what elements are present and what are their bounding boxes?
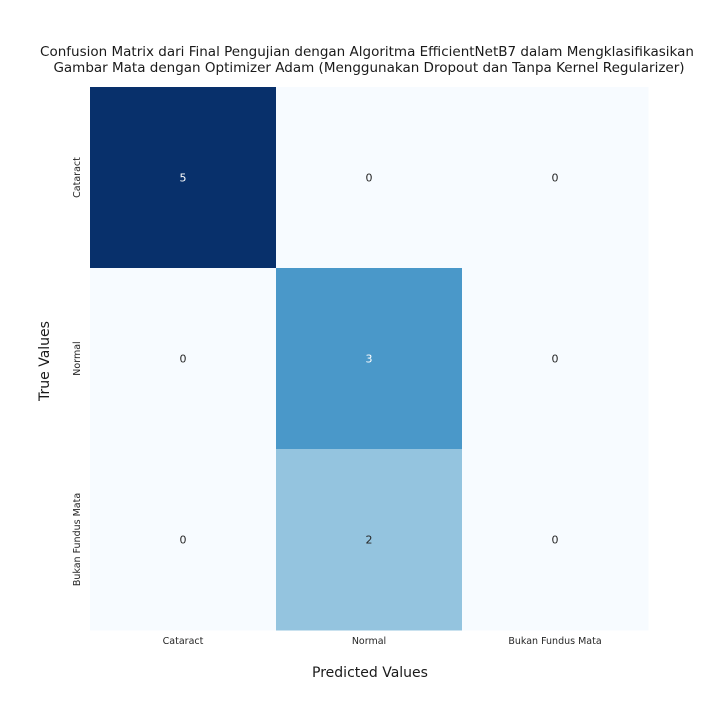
heatmap-cell	[90, 268, 277, 450]
heatmap-cell	[462, 268, 649, 450]
y-tick-label: Bukan Fundus Mata	[72, 493, 83, 586]
heatmap-cell-values: 5 0 0 0 3 0 0 2 0	[180, 172, 559, 547]
chart-title-line-2: Gambar Mata dengan Optimizer Adam (Mengg…	[53, 60, 684, 76]
y-tick-label: Cataract	[72, 157, 83, 198]
heatmap-cell	[276, 449, 463, 631]
x-tick-label: Bukan Fundus Mata	[508, 636, 601, 647]
y-tick-labels: Cataract Normal Bukan Fundus Mata	[72, 157, 83, 586]
heatmap-cell-value: 0	[180, 534, 187, 547]
x-tick-labels: Cataract Normal Bukan Fundus Mata	[163, 636, 602, 647]
heatmap-cell-value: 0	[366, 172, 373, 185]
y-axis-label: True Values	[37, 321, 53, 402]
heatmap-cell	[90, 87, 277, 269]
heatmap-cell	[462, 87, 649, 269]
heatmap-cell-value: 0	[552, 353, 559, 366]
heatmap-cell-value: 0	[552, 172, 559, 185]
heatmap-cell-value: 0	[552, 534, 559, 547]
x-tick-label: Normal	[352, 636, 386, 647]
heatmap-cell-value: 3	[366, 353, 373, 366]
heatmap-cell	[462, 449, 649, 631]
x-axis-label: Predicted Values	[312, 665, 428, 681]
heatmap-cell-value: 2	[366, 534, 373, 547]
y-tick-label: Normal	[72, 341, 83, 375]
chart-title-line-1: Confusion Matrix dari Final Pengujian de…	[40, 44, 694, 60]
heatmap-cell-value: 0	[180, 353, 187, 366]
x-tick-label: Cataract	[163, 636, 204, 647]
heatmap-cells	[90, 87, 649, 631]
heatmap-cell	[90, 449, 277, 631]
heatmap-cell	[276, 87, 463, 269]
heatmap-cell-value: 5	[180, 172, 187, 185]
heatmap-cell	[276, 268, 463, 450]
